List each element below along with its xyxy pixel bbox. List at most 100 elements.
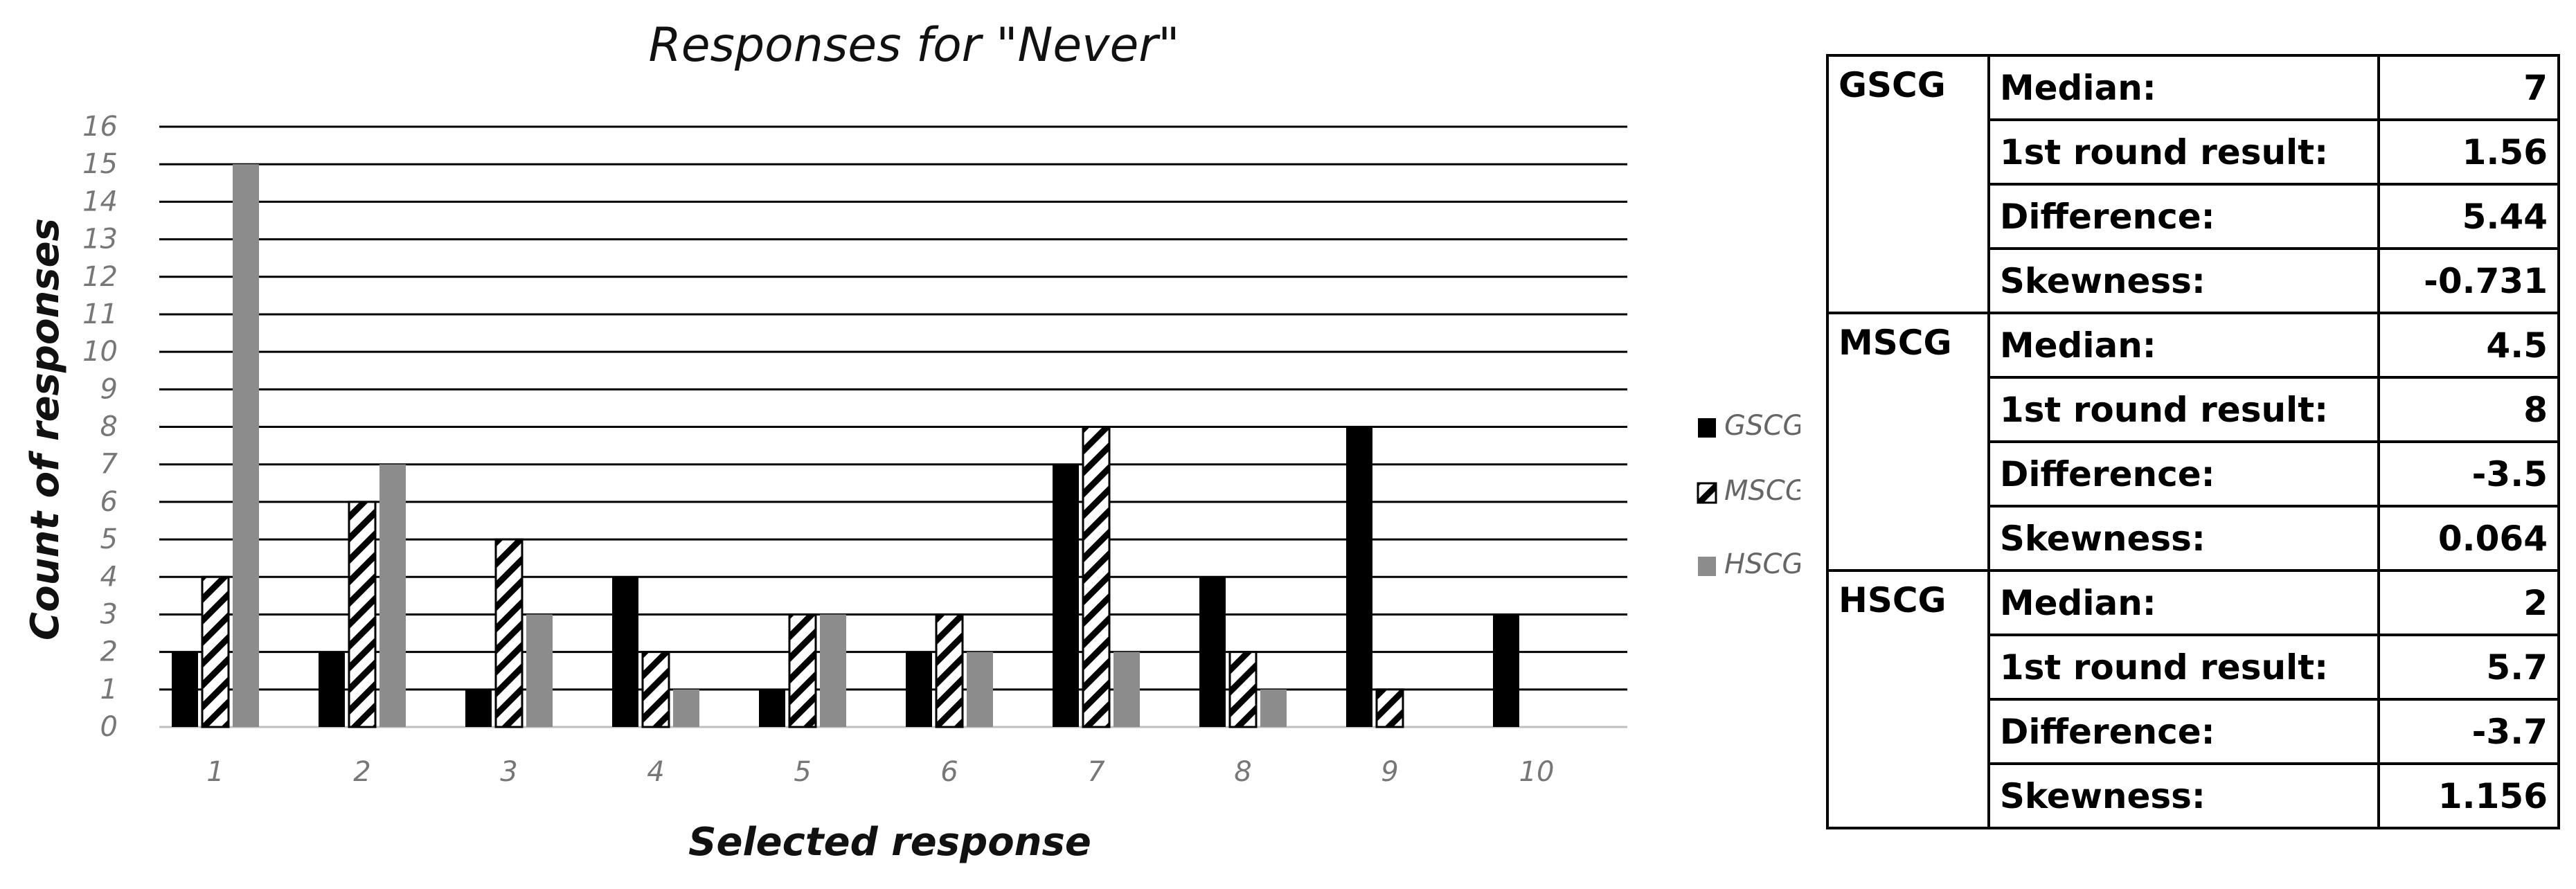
x-tick-label: 4 <box>647 756 664 788</box>
stat-value: 4.5 <box>2377 312 2561 379</box>
x-tick-label: 2 <box>353 756 370 788</box>
bar-gscg-4 <box>612 577 638 727</box>
y-axis-label: Count of responses <box>23 218 68 640</box>
stat-value: 7 <box>2377 54 2561 121</box>
statistics-table: GSCG Median: 7 1st round result: 1.56 Differe… <box>1826 54 2561 829</box>
stats-row: Difference: -3.5 <box>1827 440 2561 508</box>
stat-value: 5.44 <box>2377 183 2561 250</box>
x-tick-label: 8 <box>1234 756 1251 788</box>
stats-row: HSCG Median: 2 <box>1826 569 2561 829</box>
legend-swatch <box>1698 418 1716 438</box>
stats-row: 1st round result: 8 <box>1827 376 2561 443</box>
bar-mscg-4 <box>641 651 670 728</box>
stat-value: 1.56 <box>2377 118 2561 186</box>
stat-label: Median: <box>1987 569 2380 636</box>
bar-chart: Responses for "Never" 012345678910111213… <box>23 18 1800 865</box>
bar-hscg-6 <box>967 652 993 727</box>
stats-row: Skewness: 0.064 <box>1827 505 2561 572</box>
bar-mscg-8 <box>1228 651 1258 728</box>
stat-value: -3.5 <box>2377 440 2561 508</box>
stats-row: Difference: -3.7 <box>1827 698 2561 765</box>
legend: GSCG MSCG HSCG <box>1697 410 1800 580</box>
legend-label: GSCG <box>1724 410 1800 442</box>
y-tick-label: 9 <box>100 373 118 405</box>
bar-mscg-5 <box>788 613 817 728</box>
y-tick-label: 15 <box>82 148 118 180</box>
legend-swatch <box>1698 557 1716 576</box>
bar-hscg-2 <box>379 464 406 727</box>
stat-label: 1st round result: <box>1987 376 2380 443</box>
stat-label: Difference: <box>1987 183 2380 250</box>
stat-value: 2 <box>2377 569 2561 636</box>
bar-mscg-9 <box>1375 688 1404 728</box>
bar-gscg-10 <box>1493 614 1519 727</box>
y-tick-label: 7 <box>100 449 118 481</box>
y-tick-label: 3 <box>100 598 118 630</box>
group-name: GSCG <box>1826 54 1990 314</box>
y-tick-label: 8 <box>100 411 118 443</box>
y-tick-label: 13 <box>82 224 118 255</box>
stat-label: Skewness: <box>1987 505 2380 572</box>
x-axis-label: Selected response <box>688 820 1091 865</box>
y-tick-label: 1 <box>100 674 118 706</box>
stat-value: -0.731 <box>2377 247 2561 314</box>
bar-mscg-7 <box>1082 426 1111 728</box>
y-tick-label: 16 <box>82 111 118 143</box>
bar-hscg-5 <box>820 614 846 727</box>
group-name: HSCG <box>1826 569 1990 829</box>
stat-label: Median: <box>1987 54 2380 121</box>
stat-label: 1st round result: <box>1987 118 2380 186</box>
stat-label: Difference: <box>1987 698 2380 765</box>
y-tick-label: 11 <box>82 298 118 330</box>
bar-gscg-2 <box>319 652 345 727</box>
stat-label: 1st round result: <box>1987 634 2380 701</box>
stats-row: Difference: 5.44 <box>1827 183 2561 250</box>
bar-gscg-5 <box>759 689 785 727</box>
x-tick-label: 9 <box>1381 756 1398 788</box>
bar-hscg-7 <box>1113 652 1140 727</box>
stats-row: 1st round result: 5.7 <box>1827 634 2561 701</box>
stat-label: Skewness: <box>1987 247 2380 314</box>
stat-label: Difference: <box>1987 440 2380 508</box>
stat-label: Skewness: <box>1987 762 2380 829</box>
bar-gscg-7 <box>1053 464 1079 727</box>
x-tick-label: 5 <box>794 756 811 788</box>
bars <box>172 164 1519 728</box>
stats-row: 1st round result: 1.56 <box>1827 118 2561 186</box>
bar-mscg-1 <box>201 575 230 728</box>
bar-hscg-4 <box>673 689 699 727</box>
stats-row: MSCG Median: 4.5 <box>1826 312 2561 572</box>
bar-hscg-1 <box>233 164 259 727</box>
stat-value: -3.7 <box>2377 698 2561 765</box>
stat-value: 0.064 <box>2377 505 2561 572</box>
y-tick-label: 2 <box>100 636 118 668</box>
x-tick-label: 7 <box>1087 756 1105 788</box>
bar-gscg-1 <box>172 652 198 727</box>
y-tick-label: 6 <box>100 486 118 518</box>
x-tick-label: 6 <box>940 756 958 788</box>
stats-row: Skewness: 1.156 <box>1827 762 2561 829</box>
group-name: MSCG <box>1826 312 1990 572</box>
bar-gscg-8 <box>1199 577 1226 727</box>
bar-gscg-9 <box>1346 426 1372 727</box>
chart-title: Responses for "Never" <box>648 18 1179 73</box>
stats-row: GSCG Median: 7 <box>1826 54 2561 314</box>
legend-label: MSCG <box>1724 475 1800 507</box>
y-tick-label: 12 <box>82 261 118 293</box>
legend-label: HSCG <box>1724 548 1800 580</box>
bar-hscg-3 <box>526 614 553 727</box>
stat-label: Median: <box>1987 312 2380 379</box>
x-tick-label: 3 <box>500 756 517 788</box>
bar-gscg-6 <box>906 652 932 727</box>
bar-hscg-8 <box>1260 689 1287 727</box>
y-tick-label: 5 <box>100 523 118 555</box>
bar-mscg-6 <box>935 613 964 728</box>
y-tick-label: 14 <box>82 186 118 217</box>
x-tick-label: 1 <box>206 756 224 788</box>
y-tick-label: 10 <box>82 336 118 368</box>
legend-swatch <box>1697 482 1717 504</box>
bar-mscg-2 <box>348 501 377 728</box>
bar-mscg-3 <box>494 538 524 728</box>
y-tick-label: 0 <box>100 711 118 743</box>
